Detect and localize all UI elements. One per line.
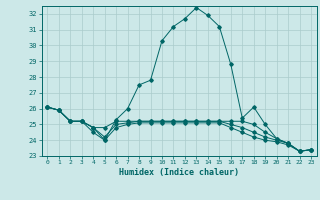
X-axis label: Humidex (Indice chaleur): Humidex (Indice chaleur)	[119, 168, 239, 177]
